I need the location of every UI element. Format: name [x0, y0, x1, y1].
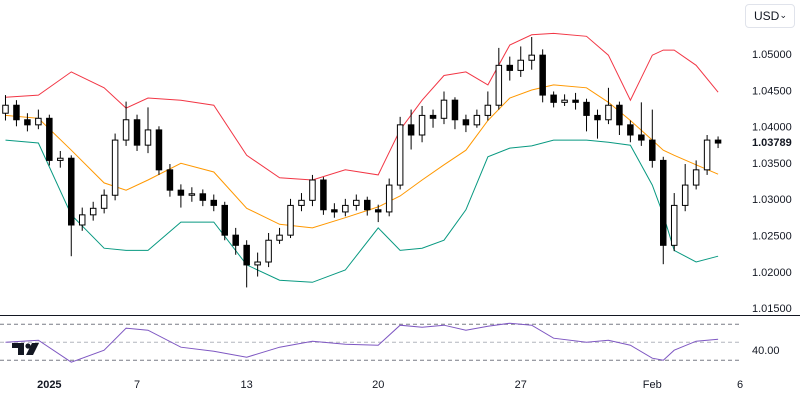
candle-body: [221, 204, 228, 236]
candle-body: [528, 54, 535, 61]
candle-body: [232, 234, 239, 246]
candle-body: [660, 159, 667, 246]
candle-body: [385, 184, 393, 213]
candle-body: [649, 139, 656, 161]
x-tick-label: 6: [737, 379, 743, 391]
y-tick-label: 1.02000: [752, 267, 792, 279]
candle-body: [418, 114, 426, 136]
currency-button[interactable]: USD ⌄: [745, 4, 795, 28]
candle-body: [89, 207, 97, 216]
candle-body: [57, 157, 64, 161]
y-tick-label: 1.05000: [752, 49, 792, 61]
candle-body: [122, 119, 130, 141]
candle-body: [353, 199, 360, 206]
candle-body: [506, 64, 514, 71]
candle-body: [100, 194, 108, 209]
candle-body: [144, 129, 152, 146]
x-tick-label: Feb: [643, 379, 662, 391]
x-tick-label: 2025: [37, 379, 61, 391]
candle-body: [68, 157, 75, 226]
candle-body: [495, 64, 503, 106]
candle-body: [46, 117, 53, 161]
candle-body: [429, 114, 437, 119]
candle-body: [243, 244, 250, 266]
candle-body: [188, 193, 196, 196]
candle-body: [309, 179, 316, 201]
candle-body: [451, 99, 459, 121]
x-tick-label: 7: [134, 379, 140, 391]
tv-logo: [12, 343, 39, 355]
candle-body: [396, 124, 404, 186]
currency-label: USD: [754, 9, 780, 23]
candle-body: [692, 169, 700, 186]
candle-body: [517, 59, 524, 71]
candle-body: [111, 139, 119, 196]
y-tick-label: 1.04500: [752, 85, 792, 97]
candle-body: [605, 104, 612, 121]
candle-body: [484, 104, 492, 116]
candle-body: [35, 117, 42, 126]
candle-body: [462, 119, 470, 126]
candle-body: [550, 94, 557, 103]
candle-body: [407, 124, 415, 136]
candle-body: [583, 101, 590, 116]
candle-body: [24, 119, 31, 126]
candle-body: [539, 54, 546, 96]
candle-body: [572, 99, 579, 103]
y-tick-label: 1.01500: [752, 303, 792, 315]
candle-body: [681, 184, 689, 206]
candle-body: [703, 139, 711, 171]
candle-body: [199, 193, 207, 201]
candle-body: [638, 134, 645, 141]
candle-body: [287, 204, 294, 236]
y-tick-label: 1.04000: [752, 122, 792, 134]
candle-body: [298, 199, 305, 206]
candle-body: [561, 99, 568, 103]
band-line: [5, 32, 719, 181]
candle-body: [440, 99, 448, 119]
candle-body: [320, 179, 327, 211]
candle-body: [177, 189, 185, 196]
chevron: ⌄: [779, 10, 787, 20]
candle-body: [265, 239, 272, 263]
candle-body: [670, 204, 678, 246]
candle-body: [166, 169, 174, 191]
candle-body: [374, 209, 382, 213]
rsi-tick-label: 40.00: [752, 345, 780, 357]
band-line: [5, 139, 719, 283]
candle-body: [133, 119, 141, 146]
y-tick-label: 1.03500: [752, 158, 792, 170]
x-tick-label: 13: [241, 379, 253, 391]
candle-body: [473, 114, 481, 126]
rsi-line: [5, 322, 719, 363]
candle-body: [13, 104, 20, 121]
candle-body: [331, 209, 338, 213]
candle-body: [210, 199, 218, 206]
y-tick-label: 1.02500: [752, 231, 792, 243]
candle-body: [78, 214, 86, 226]
candle-body: [714, 139, 722, 144]
y-tick-label: 1.03000: [752, 194, 792, 206]
candle-body: [2, 104, 9, 114]
candle-body: [342, 204, 349, 213]
x-tick-label: 27: [515, 379, 527, 391]
last-price-label: 1.03789: [752, 137, 792, 149]
candle-body: [155, 129, 163, 171]
candle-body: [616, 104, 623, 126]
band-line: [5, 84, 719, 229]
candle-body: [364, 199, 371, 211]
candle-body: [254, 261, 261, 266]
candle-body: [594, 114, 601, 121]
candle-body: [627, 124, 634, 136]
x-tick-label: 20: [372, 379, 384, 391]
candle-body: [276, 234, 283, 241]
